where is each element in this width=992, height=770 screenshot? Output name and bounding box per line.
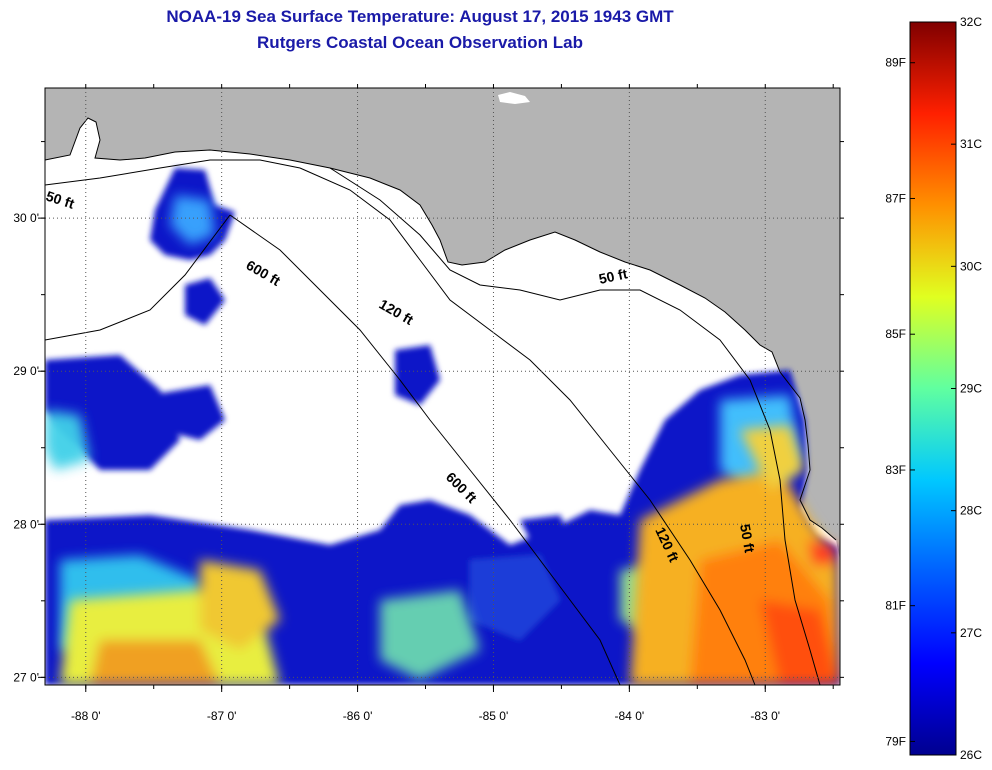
lon-tick-label: -83 0' bbox=[750, 709, 780, 723]
lat-lon-grid bbox=[45, 88, 840, 685]
lon-tick-label: -88 0' bbox=[71, 709, 101, 723]
fahrenheit-label: 89F bbox=[885, 56, 906, 70]
colorbar: 32C 31C 30C 29C 28C 27C 26C 89F 87F 85F 83F 81F 79F bbox=[885, 15, 982, 762]
depth-contours bbox=[45, 159, 821, 685]
island bbox=[498, 92, 530, 104]
fahrenheit-label: 83F bbox=[885, 463, 906, 477]
fahrenheit-label: 79F bbox=[885, 734, 906, 748]
fahrenheit-label: 87F bbox=[885, 191, 906, 205]
lon-tick-label: -85 0' bbox=[479, 709, 509, 723]
celsius-label: 30C bbox=[960, 259, 982, 273]
axis-ticks: -88 0' -87 0' -86 0' -85 0' -84 0' -83 0' 30 0… bbox=[13, 84, 844, 723]
map-frame bbox=[44, 87, 841, 686]
celsius-label: 31C bbox=[960, 137, 982, 151]
depth-label: 50 ft bbox=[597, 265, 629, 287]
coastline bbox=[45, 117, 837, 541]
colorbar-gradient bbox=[909, 21, 957, 756]
sst-warm-layer bbox=[60, 425, 840, 685]
lon-tick-label: -86 0' bbox=[343, 709, 373, 723]
lon-tick-label: -84 0' bbox=[615, 709, 645, 723]
celsius-label: 26C bbox=[960, 748, 982, 762]
celsius-label: 27C bbox=[960, 626, 982, 640]
map-subtitle: Rutgers Coastal Ocean Observation Lab bbox=[257, 33, 583, 52]
fahrenheit-label: 85F bbox=[885, 327, 906, 341]
depth-label: 50 ft bbox=[737, 523, 758, 554]
lon-tick-label: -87 0' bbox=[207, 709, 237, 723]
lat-tick-label: 28 0' bbox=[13, 517, 39, 531]
lat-tick-label: 29 0' bbox=[13, 364, 39, 378]
celsius-label: 29C bbox=[960, 382, 982, 396]
lat-tick-label: 30 0' bbox=[13, 211, 39, 225]
colorbar-ticks: 32C 31C 30C 29C 28C 27C 26C 89F 87F 85F 83F 81F 79F bbox=[885, 15, 982, 762]
fahrenheit-label: 81F bbox=[885, 599, 906, 613]
lat-tick-label: 27 0' bbox=[13, 670, 39, 684]
celsius-label: 32C bbox=[960, 15, 982, 29]
celsius-label: 28C bbox=[960, 504, 982, 518]
map-title: NOAA-19 Sea Surface Temperature: August … bbox=[166, 7, 674, 26]
